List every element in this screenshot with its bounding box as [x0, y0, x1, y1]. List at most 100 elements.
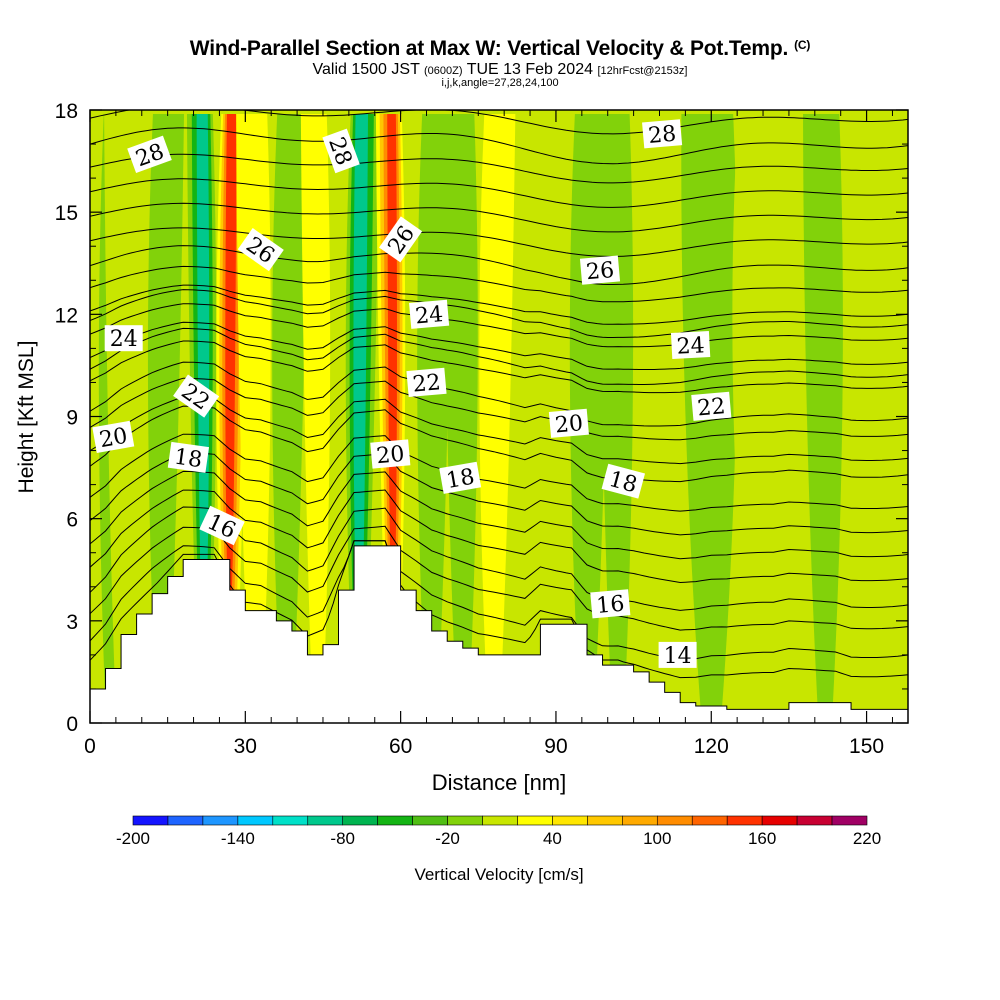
x-tick-label: 120: [694, 735, 729, 758]
theta-contour-minor: [90, 452, 908, 536]
x-axis-label: Distance [nm]: [432, 770, 567, 795]
theta-contour-28: [90, 127, 908, 165]
contour-label-text: 16: [595, 592, 625, 619]
colorbar-swatch: [761, 815, 798, 826]
pot-temp-contours: [90, 110, 908, 679]
contour-label-text: 22: [696, 394, 726, 421]
contour-label-text: 18: [445, 465, 477, 494]
colorbar-swatch: [447, 815, 483, 826]
colorbar-swatch: [307, 815, 344, 826]
contour-label-text: 26: [585, 258, 615, 285]
colorbar-swatch: [726, 815, 763, 826]
contour-label-box: [406, 367, 447, 398]
theta-contour-minor: [90, 178, 908, 208]
x-tick-label: 150: [849, 735, 884, 758]
colorbar-swatch: [482, 815, 518, 826]
x-tick-label: 60: [389, 735, 412, 758]
theta-contour-minor: [90, 470, 908, 560]
contour-label-box: [548, 408, 589, 438]
contour-label: 18: [439, 461, 482, 494]
colorbar-swatch: [377, 815, 413, 826]
theta-contour-26: [90, 245, 908, 285]
contour-label-box: [127, 135, 172, 174]
chart-title-text: Wind-Parallel Section at Max W: Vertical…: [189, 37, 789, 60]
colorbar-swatch: [202, 815, 239, 826]
chart-title: Wind-Parallel Section at Max W: Vertical…: [0, 37, 1000, 61]
colorbar-swatch: [831, 815, 868, 826]
theta-contour-22: [90, 327, 908, 385]
contour-label-box: [601, 463, 646, 499]
colorbar-swatch: [412, 815, 448, 826]
colorbar-tick-label: -200: [116, 829, 150, 848]
contour-label-box: [237, 228, 284, 272]
colorbar-swatch: [587, 815, 623, 826]
theta-contour-18: [90, 405, 908, 483]
contour-label-box: [167, 441, 210, 473]
theta-contour-minor: [90, 525, 908, 631]
colorbar-swatch: [272, 815, 309, 826]
colorbar-swatch: [656, 815, 693, 826]
valid-utc: (0600Z): [424, 65, 463, 77]
colorbar-swatch: [517, 815, 553, 826]
colorbar-tick-label: 220: [853, 829, 881, 848]
contour-label-box: [642, 119, 683, 149]
theta-contour-minor: [90, 202, 908, 233]
y-tick-label: 6: [66, 509, 78, 532]
contour-label: 20: [370, 439, 411, 469]
contour-label-box: [670, 331, 711, 359]
contour-label-text: 24: [414, 302, 444, 329]
velocity-band: [104, 114, 134, 713]
colorbar-swatch: [796, 815, 833, 826]
terrain-profile: [89, 545, 909, 724]
contour-label: 14: [658, 641, 697, 669]
contour-label-box: [173, 374, 220, 418]
contour-label: 18: [167, 441, 210, 474]
colorbar-swatch: [552, 815, 588, 826]
x-tick-label: 0: [84, 735, 96, 758]
theta-contour-minor: [90, 321, 908, 370]
contour-label: 22: [406, 367, 447, 398]
y-axis-label: Height [Kft MSL]: [15, 341, 38, 494]
velocity-band: [732, 114, 801, 713]
contour-label: 28: [642, 119, 683, 149]
colorbar-tick-label: -80: [330, 829, 355, 848]
colorbar-swatch: [342, 815, 378, 826]
contour-label-text: 20: [375, 442, 405, 469]
contour-label: 20: [92, 420, 135, 454]
colorbar-tick-label: -140: [221, 829, 255, 848]
y-tick-label: 15: [55, 202, 78, 225]
theta-contour-minor: [90, 284, 908, 325]
colorbar-swatch: [167, 815, 204, 826]
velocity-band: [479, 114, 516, 713]
theta-contour-minor: [90, 433, 908, 512]
contour-label-box: [322, 128, 360, 174]
theta-contour-24: [90, 289, 908, 338]
colorbar-swatch: [132, 815, 169, 826]
theta-contour-minor: [90, 377, 908, 441]
contour-label-box: [92, 420, 135, 454]
velocity-band: [803, 114, 843, 713]
theta-contour-minor: [90, 303, 908, 348]
contour-label-text: 18: [173, 445, 204, 474]
contour-label-box: [579, 255, 621, 285]
velocity-band: [196, 114, 210, 633]
contour-label-text: 24: [110, 327, 138, 352]
contour-label-text: 22: [412, 370, 442, 397]
contour-label: 18: [601, 463, 646, 499]
contour-label-text: 14: [664, 644, 692, 669]
contour-label-box: [439, 461, 482, 494]
section-indices: i,j,k,angle=27,28,24,100: [441, 77, 559, 89]
x-tick-label: 90: [544, 735, 567, 758]
y-tick-label: 18: [55, 100, 78, 123]
contour-label-box: [104, 325, 143, 352]
colorbar-swatch: [691, 815, 728, 826]
colorbar-label: Vertical Velocity [cm/s]: [414, 865, 583, 884]
x-tick-label: 30: [234, 735, 257, 758]
contour-label-box: [409, 299, 450, 329]
theta-contour-minor: [90, 153, 908, 184]
axes: 0 30 60 90 120 150 0 3 6 9 12 15 18: [55, 100, 908, 758]
theta-contour-20: [90, 361, 908, 427]
contour-label-box: [379, 216, 423, 263]
colorbar-swatch: [237, 815, 274, 826]
